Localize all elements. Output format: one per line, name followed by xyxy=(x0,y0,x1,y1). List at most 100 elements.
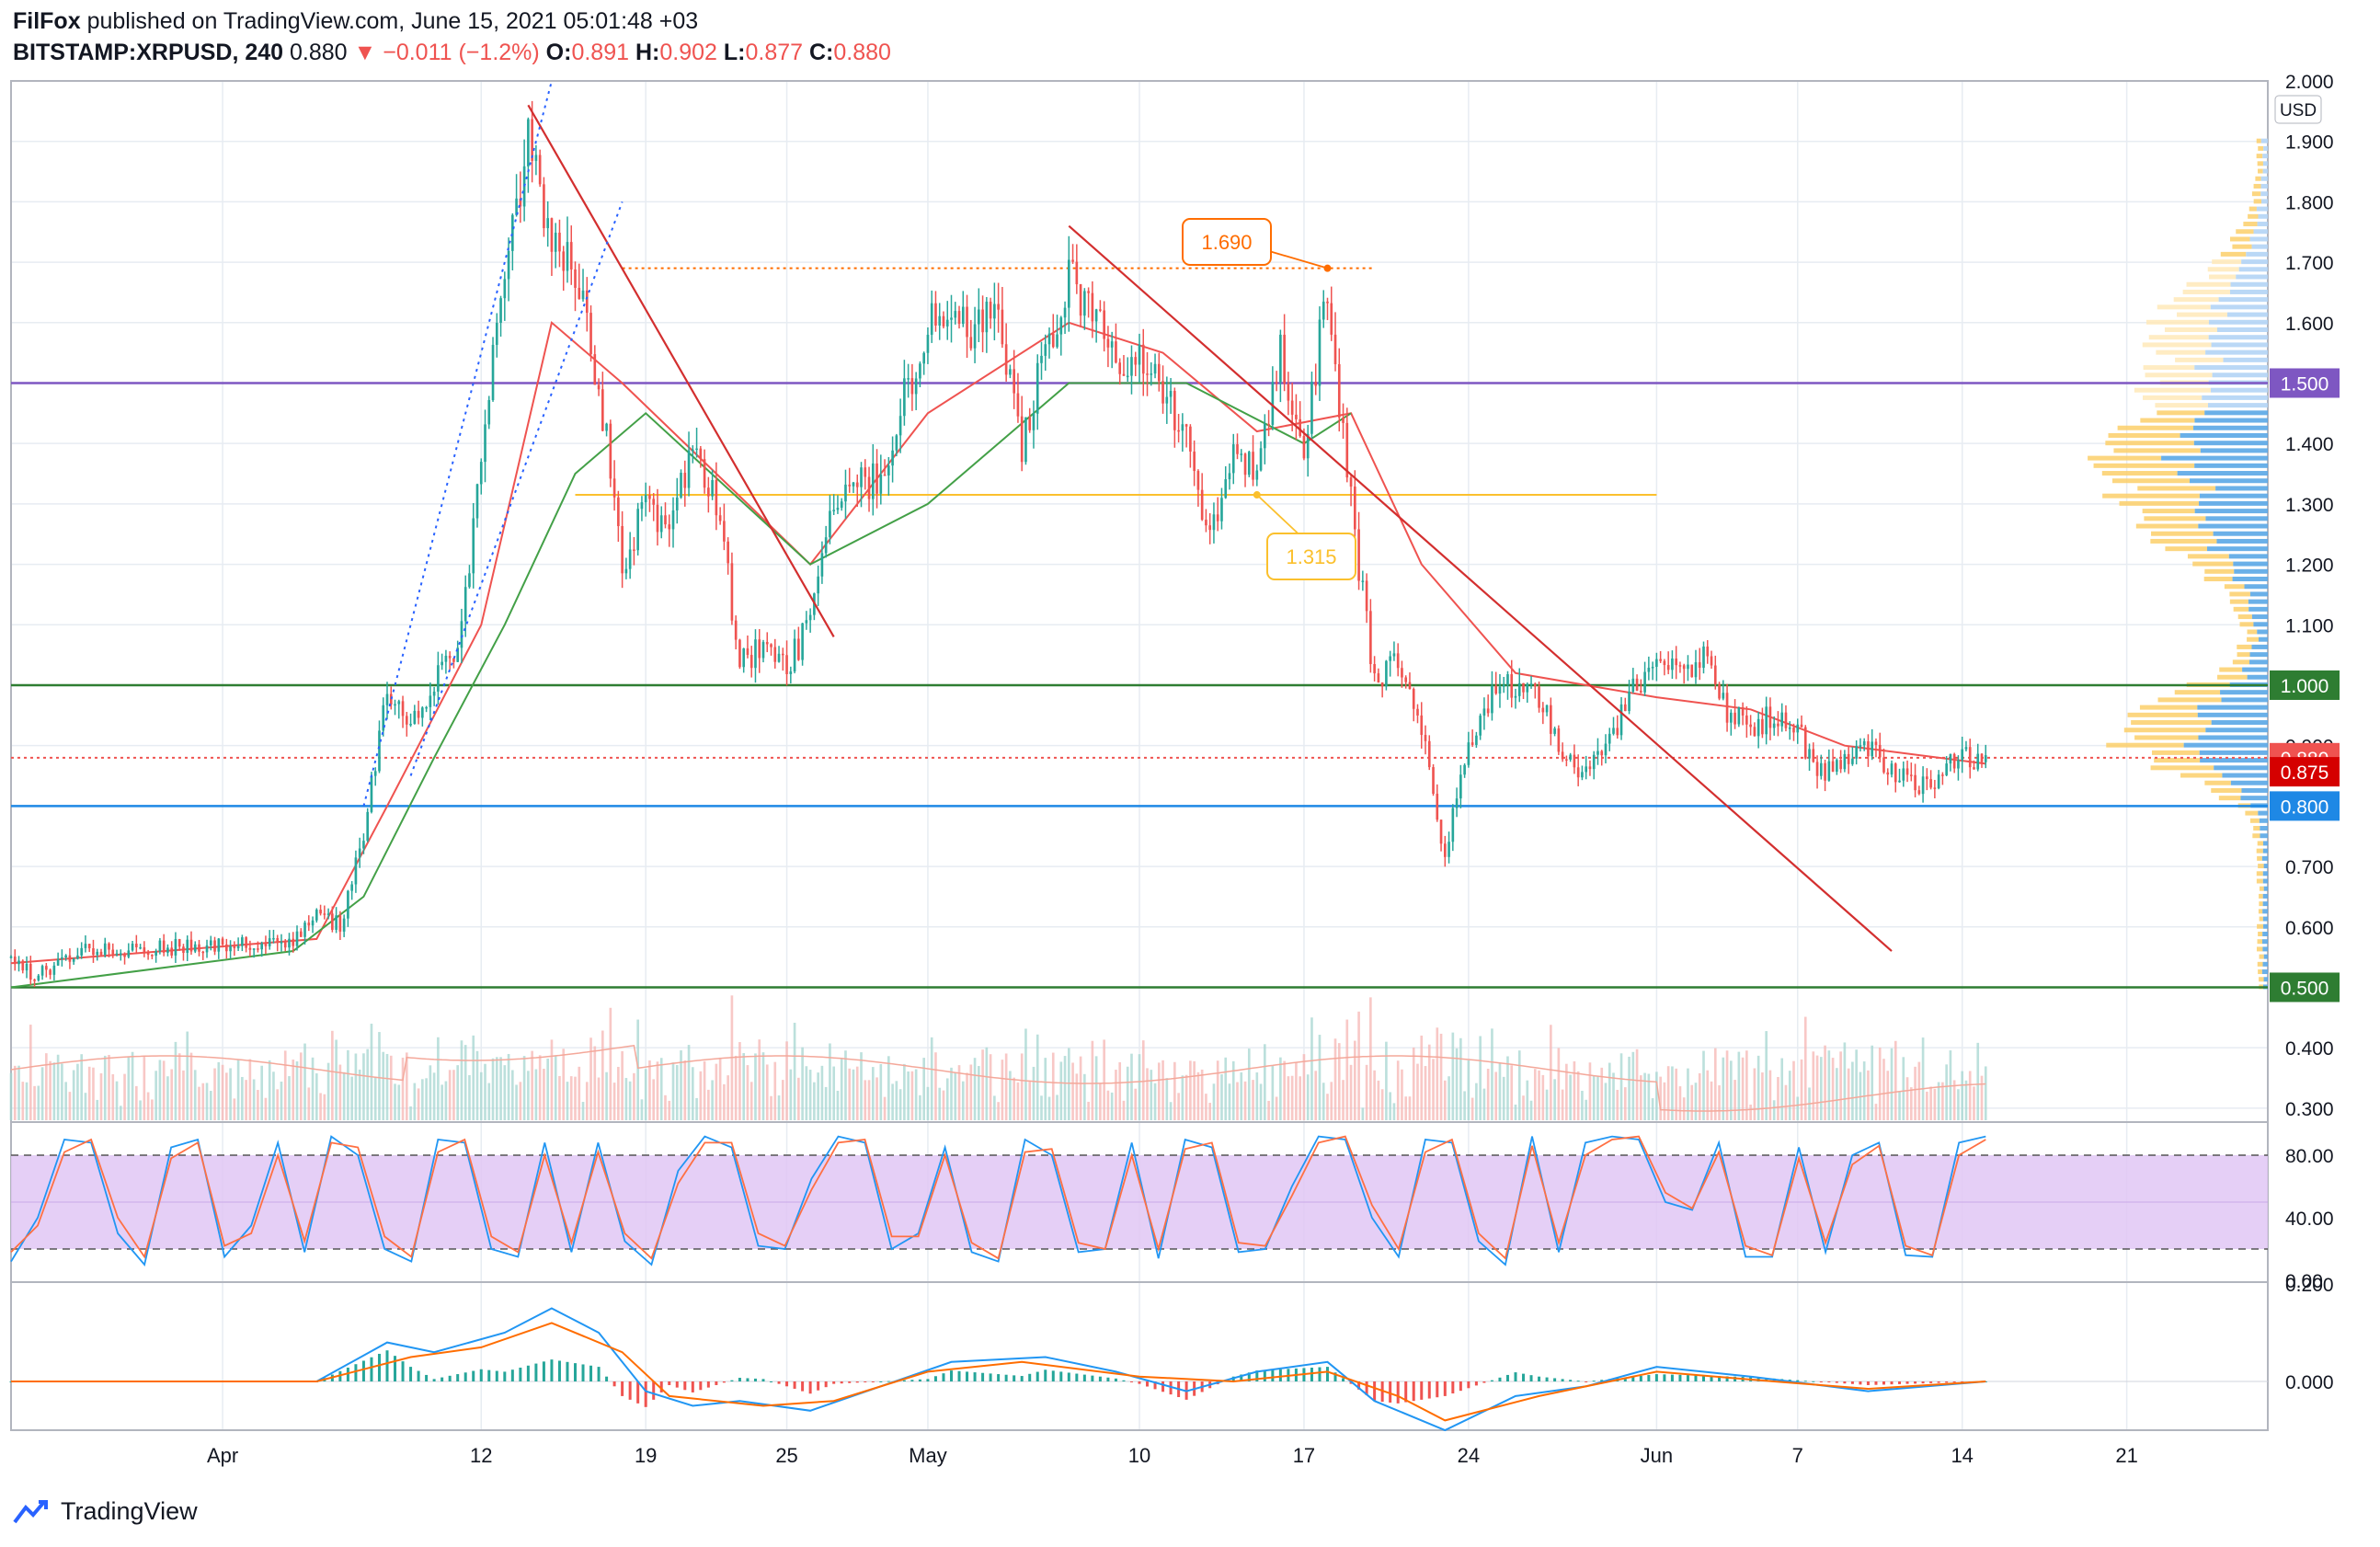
volume-bar xyxy=(1416,1063,1419,1120)
candle-body xyxy=(1753,727,1756,737)
volume-bar xyxy=(468,1074,471,1120)
macd-histogram-bar xyxy=(871,1381,875,1382)
volume-bar xyxy=(1310,1017,1313,1120)
volume-profile-bar xyxy=(2258,145,2264,151)
macd-histogram-bar xyxy=(1843,1381,1847,1384)
volume-profile-bar xyxy=(2259,886,2264,891)
stochastic-k-line xyxy=(10,1135,1986,1266)
volume-bar xyxy=(887,1056,890,1120)
candle-body xyxy=(1424,735,1427,741)
macd-histogram-bar xyxy=(910,1380,914,1381)
candle-body xyxy=(92,948,95,956)
macd-histogram-bar xyxy=(628,1381,632,1400)
candle-body xyxy=(1412,689,1415,709)
volume-bar xyxy=(394,1083,396,1120)
candle-body xyxy=(1722,693,1725,699)
volume-bar xyxy=(99,1072,103,1120)
candle-body xyxy=(1036,362,1039,414)
candle-body xyxy=(139,946,142,949)
interval[interactable]: 240 xyxy=(245,40,284,65)
price-tick-label: 1.700 xyxy=(2285,253,2334,274)
macd-histogram-bar xyxy=(1850,1381,1854,1384)
volume-bar xyxy=(777,1095,781,1120)
macd-histogram-bar xyxy=(1318,1367,1322,1381)
macd-histogram-bar xyxy=(887,1381,890,1382)
volume-bar xyxy=(989,1054,992,1120)
volume-profile-bar xyxy=(2220,251,2247,257)
candle-body xyxy=(601,389,604,431)
candle-body xyxy=(562,251,566,271)
volume-bar xyxy=(1968,1071,1972,1120)
volume-bar xyxy=(562,1049,566,1120)
volume-profile-bar xyxy=(2190,478,2268,484)
symbol-name[interactable]: BITSTAMP:XRPUSD xyxy=(13,40,233,65)
volume-bar xyxy=(1976,1042,1980,1120)
volume-bar xyxy=(1150,1070,1153,1120)
volume-bar xyxy=(683,1060,687,1120)
candle-body xyxy=(1647,667,1651,672)
candle-body xyxy=(832,510,836,511)
volume-profile-bar xyxy=(2106,742,2184,748)
candle-body xyxy=(182,946,185,954)
volume-bar xyxy=(146,1092,150,1120)
candle-body xyxy=(589,313,592,355)
candle-body xyxy=(460,621,463,648)
candle-body xyxy=(1788,728,1791,729)
volume-bar xyxy=(628,1081,632,1120)
candle-body xyxy=(76,955,79,959)
candle-body xyxy=(691,449,694,452)
candle-body xyxy=(1565,759,1568,761)
candle-body xyxy=(1847,753,1850,764)
publisher-name[interactable]: FilFox xyxy=(13,8,81,34)
candle-body xyxy=(1290,400,1294,415)
volume-bar xyxy=(151,1099,154,1120)
volume-profile-bar xyxy=(2193,425,2268,430)
volume-bar xyxy=(1666,1066,1670,1120)
volume-profile-bar xyxy=(2236,274,2268,280)
candle-body xyxy=(668,524,671,530)
macd-histogram-bar xyxy=(668,1381,671,1385)
candle-body xyxy=(193,944,197,952)
volume-bar xyxy=(1349,1064,1353,1120)
volume-bar xyxy=(938,1087,942,1120)
volume-bar xyxy=(280,1081,283,1120)
volume-profile-bar xyxy=(2263,977,2268,982)
volume-profile-bar xyxy=(2252,833,2260,839)
brand-name[interactable]: TradingView xyxy=(61,1497,198,1525)
macd-histogram-bar xyxy=(738,1378,741,1381)
volume-bar xyxy=(1091,1040,1094,1120)
candle-body xyxy=(1702,646,1705,669)
volume-profile-bar xyxy=(2259,916,2263,922)
volume-bar xyxy=(840,1058,843,1120)
candle-body xyxy=(817,576,819,594)
volume-bar xyxy=(754,1053,757,1120)
volume-bar xyxy=(209,1091,212,1120)
macd-histogram-bar xyxy=(817,1381,820,1391)
volume-bar xyxy=(801,1047,804,1120)
candle-body xyxy=(276,937,280,944)
volume-profile-bar xyxy=(2187,554,2229,559)
volume-bar xyxy=(950,1067,953,1120)
candle-body xyxy=(45,966,48,970)
candle-body xyxy=(362,841,365,849)
candle-body xyxy=(1020,416,1024,463)
macd-histogram-bar xyxy=(526,1365,530,1381)
volume-bar xyxy=(1529,1100,1533,1120)
time-tick-label: Jun xyxy=(1641,1444,1673,1467)
volume-bar xyxy=(1047,1096,1051,1120)
candle-body xyxy=(1404,677,1408,682)
candle-body xyxy=(1126,375,1129,378)
volume-bar xyxy=(1059,1061,1063,1120)
volume-bar xyxy=(515,1084,518,1120)
volume-profile-bar xyxy=(2212,372,2268,378)
candle-body xyxy=(1354,487,1356,530)
volume-profile-bar xyxy=(2251,644,2268,649)
volume-bar xyxy=(1557,1048,1561,1120)
macd-histogram-bar xyxy=(519,1367,522,1381)
candle-body xyxy=(1494,685,1498,694)
candle-body xyxy=(264,943,268,946)
candle-body xyxy=(299,931,303,937)
candle-body xyxy=(1482,708,1486,716)
volume-bar xyxy=(1016,1082,1020,1120)
